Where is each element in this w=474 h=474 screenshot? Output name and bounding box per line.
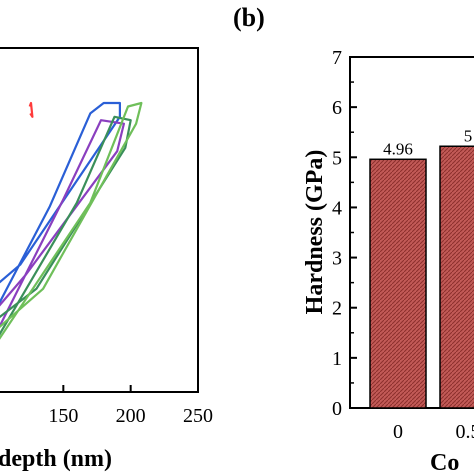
panel-b-y-tick-label: 5 [332, 147, 342, 169]
panel-b-x-axis-title: Co [430, 450, 459, 474]
panel-b-bars: 4.96 5 [369, 126, 474, 409]
panel-b-bar-0 [369, 158, 427, 409]
panel-b-bar-value-label: 4.96 [383, 139, 413, 158]
panel-b-label: (b) [233, 3, 265, 32]
panel-b-bar-value-label: 5 [464, 126, 473, 145]
panel-a-x-ticks: 150 200 250 [48, 385, 213, 427]
panel-b-x-tick-label: 0.5 [456, 421, 474, 443]
panel-b-bar-0.5 [439, 145, 474, 409]
panel-a-curve-5 [0, 101, 143, 340]
panel-a-curves [0, 101, 143, 340]
panel-b-y-tick-label: 1 [332, 348, 342, 370]
panel-a-curve-3 [0, 119, 126, 328]
panel-b-x-tick-label: 0 [393, 421, 403, 443]
panel-b-y-tick-label: 2 [332, 298, 342, 320]
panel-a-plot-frame [0, 47, 199, 393]
panel-b-x-ticks: 00.5 [393, 421, 474, 443]
panel-a-curve-4 [0, 115, 132, 336]
panel-b-y-ticks: 0 1 2 3 4 5 6 7 [332, 47, 357, 420]
panel-a-chart: 150 200 250 depth (nm) [0, 47, 213, 472]
panel-b-y-tick-label: 7 [332, 47, 342, 69]
panel-b-y-tick-label: 3 [332, 248, 342, 270]
panel-b-y-tick-label: 6 [332, 97, 342, 119]
panel-b-y-tick-label: 4 [332, 197, 342, 219]
panel-b-y-tick-label: 0 [332, 398, 342, 420]
panel-a-x-tick-label: 150 [48, 405, 78, 427]
panel-a-x-tick-label: 250 [183, 405, 213, 427]
panel-a-curve-1 [28, 101, 34, 118]
panel-a-x-tick-label: 200 [116, 405, 146, 427]
panel-a-x-axis-title: depth (nm) [0, 446, 112, 472]
panel-b-y-axis-title: Hardness (GPa) [302, 150, 328, 315]
panel-a-curve-2 [0, 101, 122, 305]
